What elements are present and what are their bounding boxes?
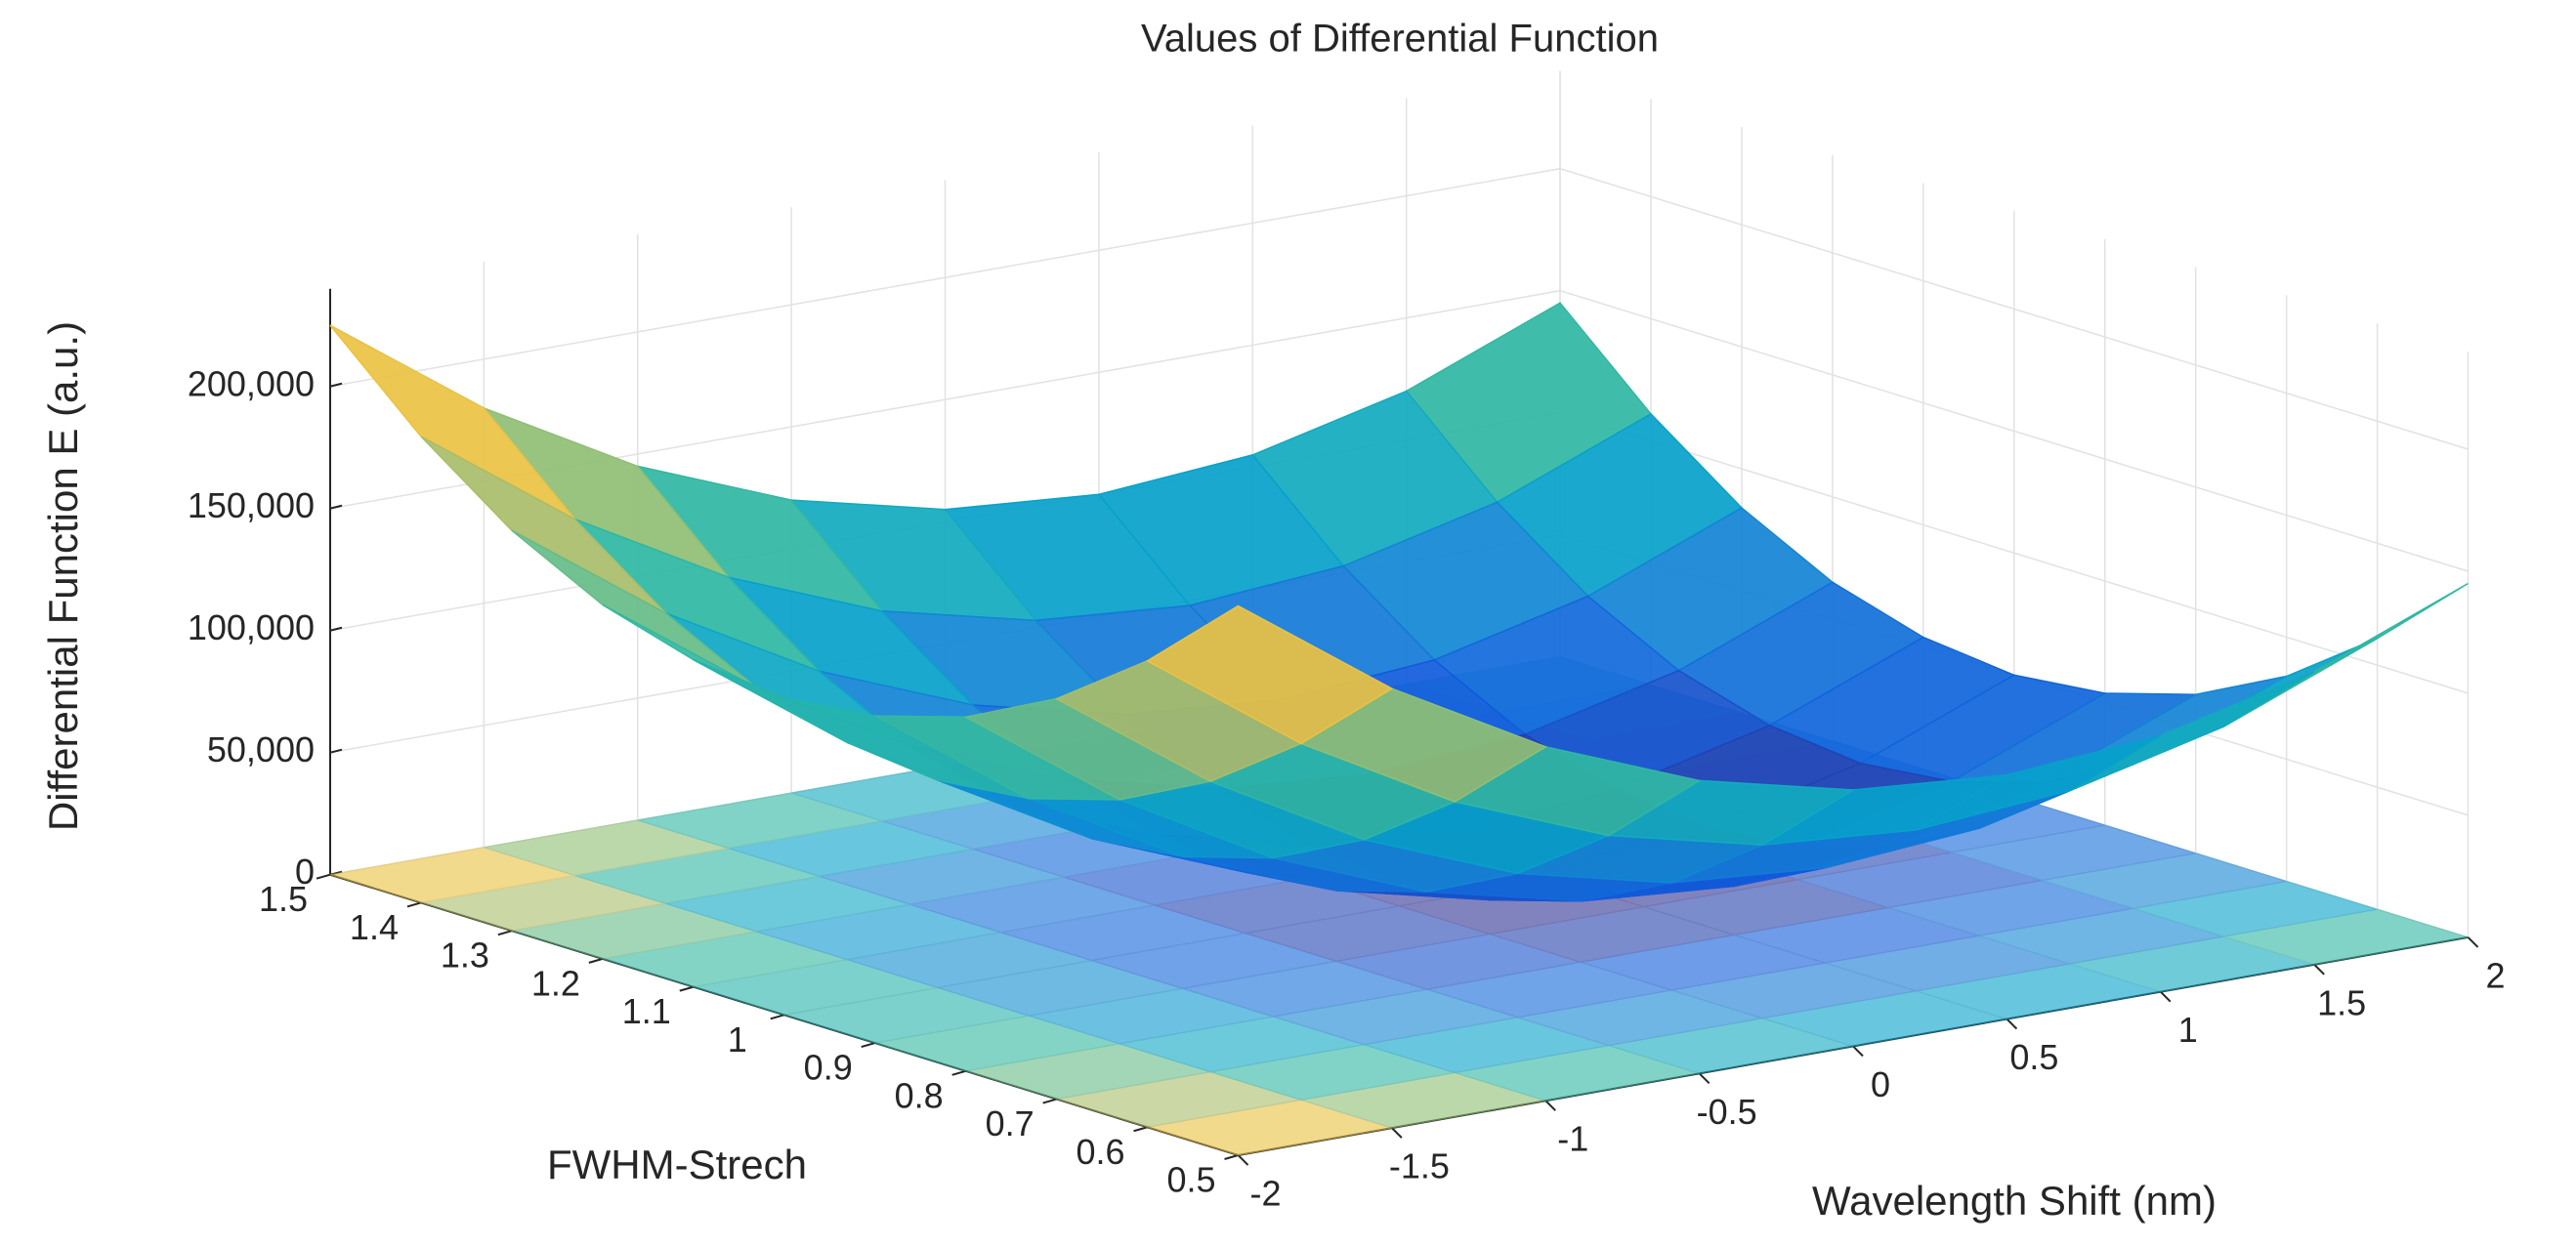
- y-tick-mark: [1042, 1098, 1057, 1104]
- y-tick-label: 1.3: [441, 935, 489, 976]
- z-tick-mark: [329, 504, 343, 510]
- x-tick-mark: [1544, 1100, 1556, 1111]
- x-tick-mark: [2006, 1018, 2018, 1030]
- x-tick-label: 1: [2178, 1010, 2198, 1050]
- y-tick-label: 0.7: [986, 1103, 1035, 1143]
- x-tick-mark: [2313, 964, 2325, 976]
- x-tick-mark: [1852, 1045, 1864, 1058]
- x-tick-mark: [1391, 1127, 1403, 1139]
- x-tick-label: 2: [2486, 955, 2506, 995]
- surface: [329, 302, 2469, 902]
- x-tick-label: -1.5: [1389, 1146, 1450, 1186]
- z-tick-label: 200,000: [188, 363, 315, 403]
- y-tick-label: 1.4: [350, 907, 399, 947]
- z-tick-label: 100,000: [188, 607, 315, 647]
- y-tick-mark: [951, 1069, 966, 1076]
- grid-line: [329, 289, 2469, 572]
- y-tick-label: 1.1: [622, 991, 671, 1031]
- y-tick-mark: [497, 930, 513, 936]
- x-tick-label: 0.5: [2009, 1037, 2058, 1077]
- y-tick-mark: [1224, 1154, 1239, 1160]
- z-tick-mark: [329, 748, 343, 754]
- z-tick-label: 150,000: [188, 485, 315, 525]
- x-axis-label: Wavelength Shift (nm): [1812, 1178, 2217, 1224]
- y-tick-mark: [316, 873, 331, 880]
- x-tick-label: 0: [1871, 1064, 1890, 1104]
- surface-cell: [329, 324, 575, 520]
- z-tick-mark: [329, 382, 343, 388]
- y-axis-label: FWHM-Strech: [547, 1142, 807, 1187]
- x-tick-label: -1: [1557, 1119, 1588, 1159]
- y-tick-mark: [679, 985, 695, 992]
- y-tick-label: 0.9: [804, 1048, 853, 1088]
- chart-title: Values of Differential Function: [1141, 18, 1659, 61]
- y-tick-label: 0.5: [1166, 1160, 1215, 1200]
- y-tick-label: 1.5: [259, 879, 308, 919]
- x-tick-mark: [1698, 1072, 1710, 1085]
- x-tick-label: -2: [1249, 1174, 1281, 1214]
- y-tick-label: 1.2: [531, 963, 580, 1003]
- surface-cell: [1145, 604, 1394, 745]
- y-tick-mark: [1133, 1126, 1148, 1133]
- x-tick-mark: [1237, 1154, 1249, 1166]
- y-tick-label: 1: [728, 1019, 747, 1060]
- x-tick-mark: [2160, 990, 2172, 1003]
- y-tick-label: 0.6: [1077, 1132, 1125, 1172]
- y-tick-mark: [861, 1042, 875, 1049]
- y-tick-mark: [406, 901, 422, 908]
- z-tick-label: 0: [295, 852, 315, 892]
- y-tick-mark: [588, 957, 604, 964]
- z-tick-mark: [329, 626, 343, 632]
- x-tick-mark: [2467, 936, 2479, 948]
- x-tick-label: 1.5: [2317, 982, 2366, 1022]
- y-tick-mark: [770, 1014, 785, 1020]
- grid-line: [329, 167, 2469, 450]
- x-tick-label: -0.5: [1697, 1092, 1757, 1132]
- z-axis-label: Differential Function E (a.u.): [40, 321, 86, 831]
- z-tick-label: 50,000: [207, 729, 315, 769]
- y-tick-label: 0.8: [895, 1075, 944, 1115]
